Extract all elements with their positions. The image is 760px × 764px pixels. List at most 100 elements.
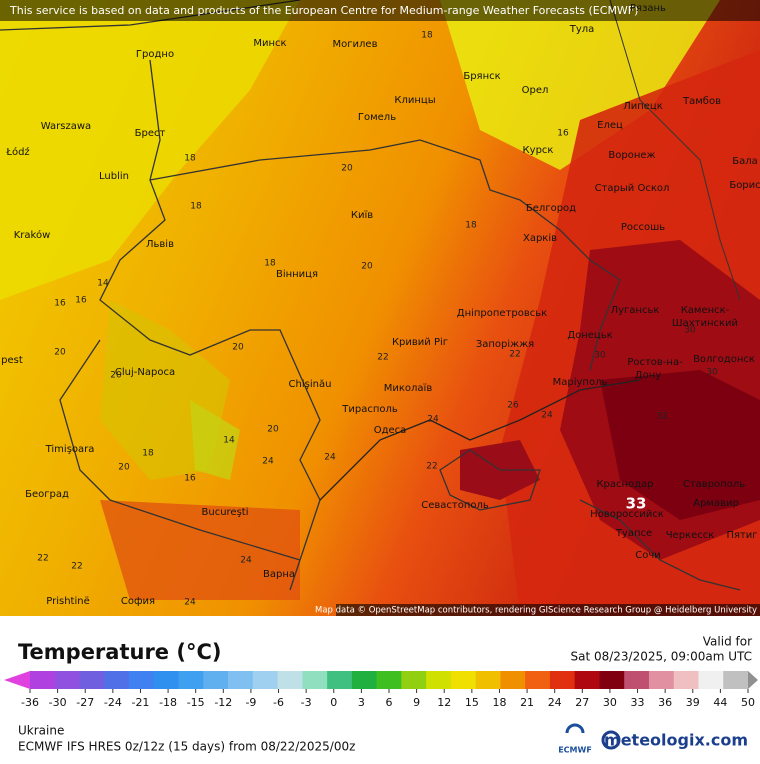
colorbar-segment	[54, 671, 81, 689]
footer: Ukraine ECMWF IFS HRES 0z/12z (15 days) …	[18, 724, 748, 755]
city-label: Брянск	[463, 71, 500, 82]
contour-label: 18	[421, 31, 433, 41]
city-label: Тула	[569, 24, 595, 35]
colorbar-segment	[401, 671, 427, 689]
contour-label: 20	[267, 425, 279, 435]
contour-label: 24	[262, 457, 274, 467]
contour-label: 20	[118, 463, 130, 473]
colorbar-segment	[698, 671, 724, 689]
colorbar-segment	[450, 671, 477, 689]
colorbar-segment	[228, 671, 254, 689]
city-label: Новороссийск	[590, 509, 664, 520]
city-label: Орел	[522, 85, 549, 96]
warm-zone	[100, 500, 300, 600]
city-label: Рязань	[630, 3, 666, 14]
city-label: Старый Оскол	[595, 183, 670, 194]
city-label: Кривий Ріг	[392, 336, 448, 348]
city-label: Timişoara	[45, 444, 95, 455]
valid-label: Valid for	[703, 635, 752, 649]
contour-label: 24	[184, 598, 196, 608]
city-label: Дніпропетровськ	[457, 307, 547, 319]
contour-label: 16	[75, 296, 87, 306]
colorbar-tick-label: -18	[159, 696, 177, 709]
colorbar-tick-label: 27	[575, 696, 589, 709]
colorbar-segment	[79, 671, 105, 689]
city-labels: Рязань Минск Могилев Гродно Тула Брянск Орел Кл…	[1, 3, 760, 607]
coastline	[319, 379, 641, 501]
colorbar-segment	[426, 671, 452, 689]
coastline	[579, 499, 741, 591]
coastline	[439, 449, 541, 511]
city-label: Запоріжжя	[476, 338, 534, 350]
contour-label: 18	[190, 202, 202, 212]
colorbar-segment	[302, 671, 328, 689]
attribution: Map data © OpenStreetMap contributors, r…	[315, 606, 757, 616]
colorbar-segment	[624, 671, 650, 689]
region: Ukraine	[18, 724, 64, 738]
city-label: Луганськ	[611, 305, 660, 316]
contour-label: 20	[110, 371, 122, 381]
colorbar-tick-label: 44	[713, 696, 727, 709]
city-label: Cluj-Napoca	[115, 367, 175, 378]
colorbar-tick-label: -27	[76, 696, 94, 709]
colorbar-tick-label: 36	[658, 696, 672, 709]
colorbar-segment	[104, 671, 130, 689]
colorbar-tick-label: 12	[437, 696, 451, 709]
city-label: Тамбов	[682, 96, 721, 107]
city-label: Bucureşti	[202, 507, 249, 518]
city-label: Белгород	[526, 203, 576, 214]
colorbar-segment	[500, 671, 526, 689]
contour-label: 22	[426, 462, 437, 472]
colorbar-segment	[475, 671, 501, 689]
city-label: pest	[1, 355, 23, 366]
colorbar-segment	[327, 671, 353, 689]
city-label: Маріуполь	[553, 376, 608, 388]
city-label: Липецк	[623, 101, 663, 112]
city-label: Туапсе	[615, 528, 652, 539]
city-label: Миколаїв	[384, 383, 433, 394]
city-label: Kraków	[14, 229, 51, 241]
city-label: Гомель	[358, 112, 396, 123]
city-label: Каменск-	[681, 305, 730, 316]
contour-labels: 18 16 18 18 20 18 18 20 16 16 14 20 20 22 22 24 24 24 26 30…	[37, 31, 718, 608]
colorbar-tick-label: 0	[330, 696, 337, 709]
city-label: Елец	[597, 120, 623, 131]
border	[99, 59, 321, 591]
city-label: София	[121, 596, 155, 607]
colorbar-tick-label: -30	[49, 696, 67, 709]
city-label: Могилев	[333, 39, 378, 50]
hottest-zone	[600, 370, 760, 520]
city-label: Lublin	[99, 171, 129, 182]
contour-label: 24	[427, 415, 439, 425]
colorbar-tick-label: 24	[548, 696, 562, 709]
city-label: Одеса	[374, 425, 407, 436]
legend: Temperature (°C) Valid for Sat 08/23/202…	[4, 635, 758, 709]
city-label: Воронеж	[608, 150, 655, 161]
colorbar-segment	[203, 671, 229, 689]
city-label: Краснодар	[596, 479, 653, 490]
contour-label: 30	[594, 351, 606, 361]
contour-label: 26	[507, 401, 519, 411]
colorbar-segment	[252, 671, 279, 689]
colorbar-segment	[178, 671, 204, 689]
contour-label: 18	[142, 449, 154, 459]
contour-label: 18	[184, 154, 196, 164]
ecmwf-icon	[565, 723, 585, 734]
city-label: Пятиг	[726, 530, 757, 541]
legend-title: Temperature (°C)	[18, 640, 221, 664]
colorbar-tick-label: 21	[520, 696, 534, 709]
contour-label: 24	[324, 453, 336, 463]
colorbar-tick-label: -21	[131, 696, 149, 709]
contour-label: 22	[37, 554, 48, 564]
border	[149, 139, 621, 371]
contour-label: 24	[240, 556, 252, 566]
contour-label: 22	[377, 353, 388, 363]
contour-label: 22	[509, 350, 520, 360]
brand: meteologix.com	[604, 731, 748, 750]
city-label: Брест	[135, 128, 166, 139]
contour-label: 20	[361, 262, 373, 272]
map: This service is based on data and produc…	[0, 0, 760, 616]
contour-label: 18	[465, 221, 477, 231]
city-label: Россошь	[621, 222, 665, 233]
city-label: Минск	[253, 38, 286, 49]
